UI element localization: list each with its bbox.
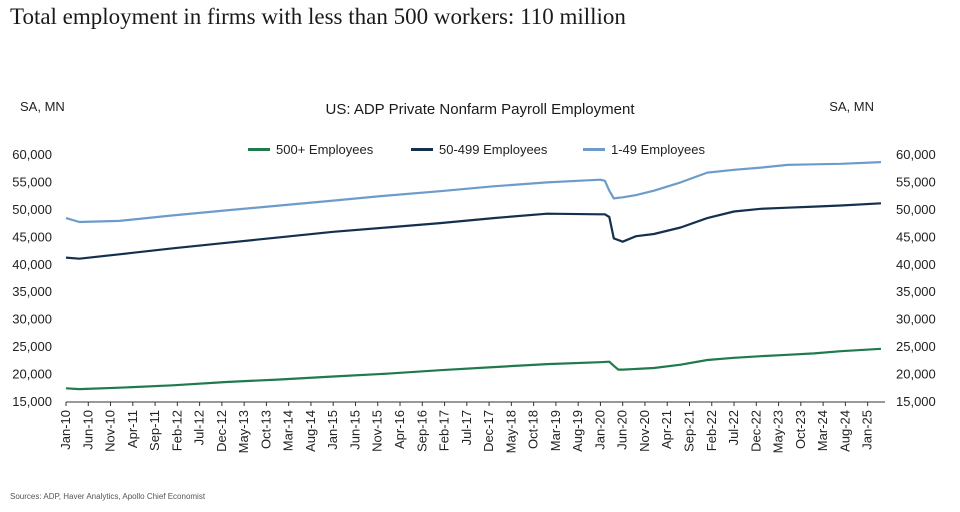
x-tick-label: Jan-15 (325, 410, 340, 450)
y-tick-label-right: 35,000 (896, 284, 936, 299)
y-tick-label-left: 20,000 (12, 367, 52, 382)
legend-item-1-49: 1-49 Employees (583, 142, 705, 157)
chart-legend: 500+ Employees 50-499 Employees 1-49 Emp… (248, 142, 705, 157)
x-tick-label: Oct-18 (526, 410, 541, 449)
x-tick-label: May-18 (503, 410, 518, 453)
chart-title: US: ADP Private Nonfarm Payroll Employme… (325, 101, 635, 118)
source-note: Sources: ADP, Haver Analytics, Apollo Ch… (10, 492, 206, 501)
x-tick-label: Sep-16 (414, 410, 429, 452)
x-tick-label: Jul-12 (192, 410, 207, 445)
legend-label-500-plus: 500+ Employees (276, 142, 374, 157)
y-tick-label-left: 55,000 (12, 174, 52, 189)
y-tick-label-right: 40,000 (896, 257, 936, 272)
y-tick-label-left: 15,000 (12, 394, 52, 409)
page-headline: Total employment in firms with less than… (10, 4, 626, 29)
legend-swatch-500-plus (248, 148, 270, 151)
x-tick-label: Jun-10 (80, 410, 95, 450)
x-tick-label: Mar-24 (815, 410, 830, 451)
y-tick-label-left: 40,000 (12, 257, 52, 272)
x-tick-label: Feb-17 (437, 410, 452, 451)
legend-label-50-499: 50-499 Employees (439, 142, 548, 157)
y-tick-label-left: 30,000 (12, 312, 52, 327)
x-tick-label: Sep-21 (681, 410, 696, 452)
x-tick-label: Aug-24 (837, 410, 852, 452)
x-tick-label: Mar-14 (281, 410, 296, 451)
right-axis-unit: SA, MN (829, 99, 874, 114)
x-tick-label: Nov-20 (637, 410, 652, 452)
x-tick-label: Aug-19 (570, 410, 585, 452)
x-tick-label: May-23 (771, 410, 786, 453)
x-tick-label: Apr-16 (392, 410, 407, 449)
x-tick-label: Oct-23 (793, 410, 808, 449)
legend-label-1-49: 1-49 Employees (611, 142, 705, 157)
x-tick-label: Jan-10 (58, 410, 73, 450)
y-tick-label-left: 60,000 (12, 147, 52, 162)
x-tick-label: Nov-15 (370, 410, 385, 452)
x-tick-label: Dec-22 (748, 410, 763, 452)
legend-swatch-1-49 (583, 148, 605, 151)
legend-swatch-50-499 (411, 148, 433, 151)
y-tick-label-left: 25,000 (12, 339, 52, 354)
y-tick-label-right: 60,000 (896, 147, 936, 162)
x-tick-label: Jan-25 (860, 410, 875, 450)
x-tick-label: Apr-21 (659, 410, 674, 449)
y-tick-label-right: 15,000 (896, 394, 936, 409)
y-tick-label-right: 30,000 (896, 312, 936, 327)
x-tick-label: Oct-13 (258, 410, 273, 449)
x-tick-label: Dec-17 (481, 410, 496, 452)
x-tick-label: Apr-11 (125, 410, 140, 448)
y-tick-label-right: 50,000 (896, 202, 936, 217)
legend-item-50-499: 50-499 Employees (411, 142, 583, 157)
x-tick-label: Aug-14 (303, 410, 318, 452)
y-tick-label-right: 55,000 (896, 174, 936, 189)
x-tick-label: Feb-22 (704, 410, 719, 451)
x-tick-label: May-13 (236, 410, 251, 453)
x-tick-label: Jul-22 (726, 410, 741, 445)
x-tick-label: Sep-11 (147, 410, 162, 451)
y-tick-label-right: 20,000 (896, 367, 936, 382)
x-tick-label: Nov-10 (103, 410, 118, 452)
x-tick-label: Feb-12 (169, 410, 184, 451)
y-tick-label-right: 45,000 (896, 229, 936, 244)
series-line-500-plus (65, 347, 882, 391)
series-line-50-499 (65, 202, 882, 260)
x-tick-label: Jan-20 (592, 410, 607, 450)
series-line-1-49 (65, 161, 882, 224)
y-tick-label-left: 50,000 (12, 202, 52, 217)
left-axis-unit: SA, MN (20, 99, 65, 114)
x-tick-label: Mar-19 (548, 410, 563, 451)
x-tick-label: Jun-15 (347, 410, 362, 450)
x-tick-label: Jul-17 (459, 410, 474, 445)
y-tick-label-left: 35,000 (12, 284, 52, 299)
x-tick-label: Dec-12 (214, 410, 229, 452)
x-tick-label: Jun-20 (615, 410, 630, 450)
legend-item-500-plus: 500+ Employees (248, 142, 411, 157)
y-tick-label-left: 45,000 (12, 229, 52, 244)
y-tick-label-right: 25,000 (896, 339, 936, 354)
